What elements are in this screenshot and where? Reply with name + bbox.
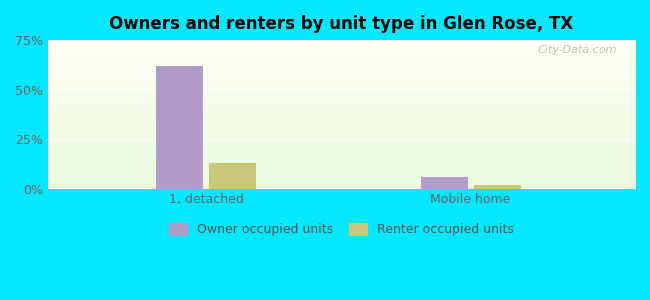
Bar [474,184,521,189]
Bar [157,66,203,189]
Text: City-Data.com: City-Data.com [538,45,617,55]
Title: Owners and renters by unit type in Glen Rose, TX: Owners and renters by unit type in Glen … [109,15,573,33]
Bar [209,163,256,189]
Legend: Owner occupied units, Renter occupied units: Owner occupied units, Renter occupied un… [162,217,521,243]
Bar [421,177,467,189]
